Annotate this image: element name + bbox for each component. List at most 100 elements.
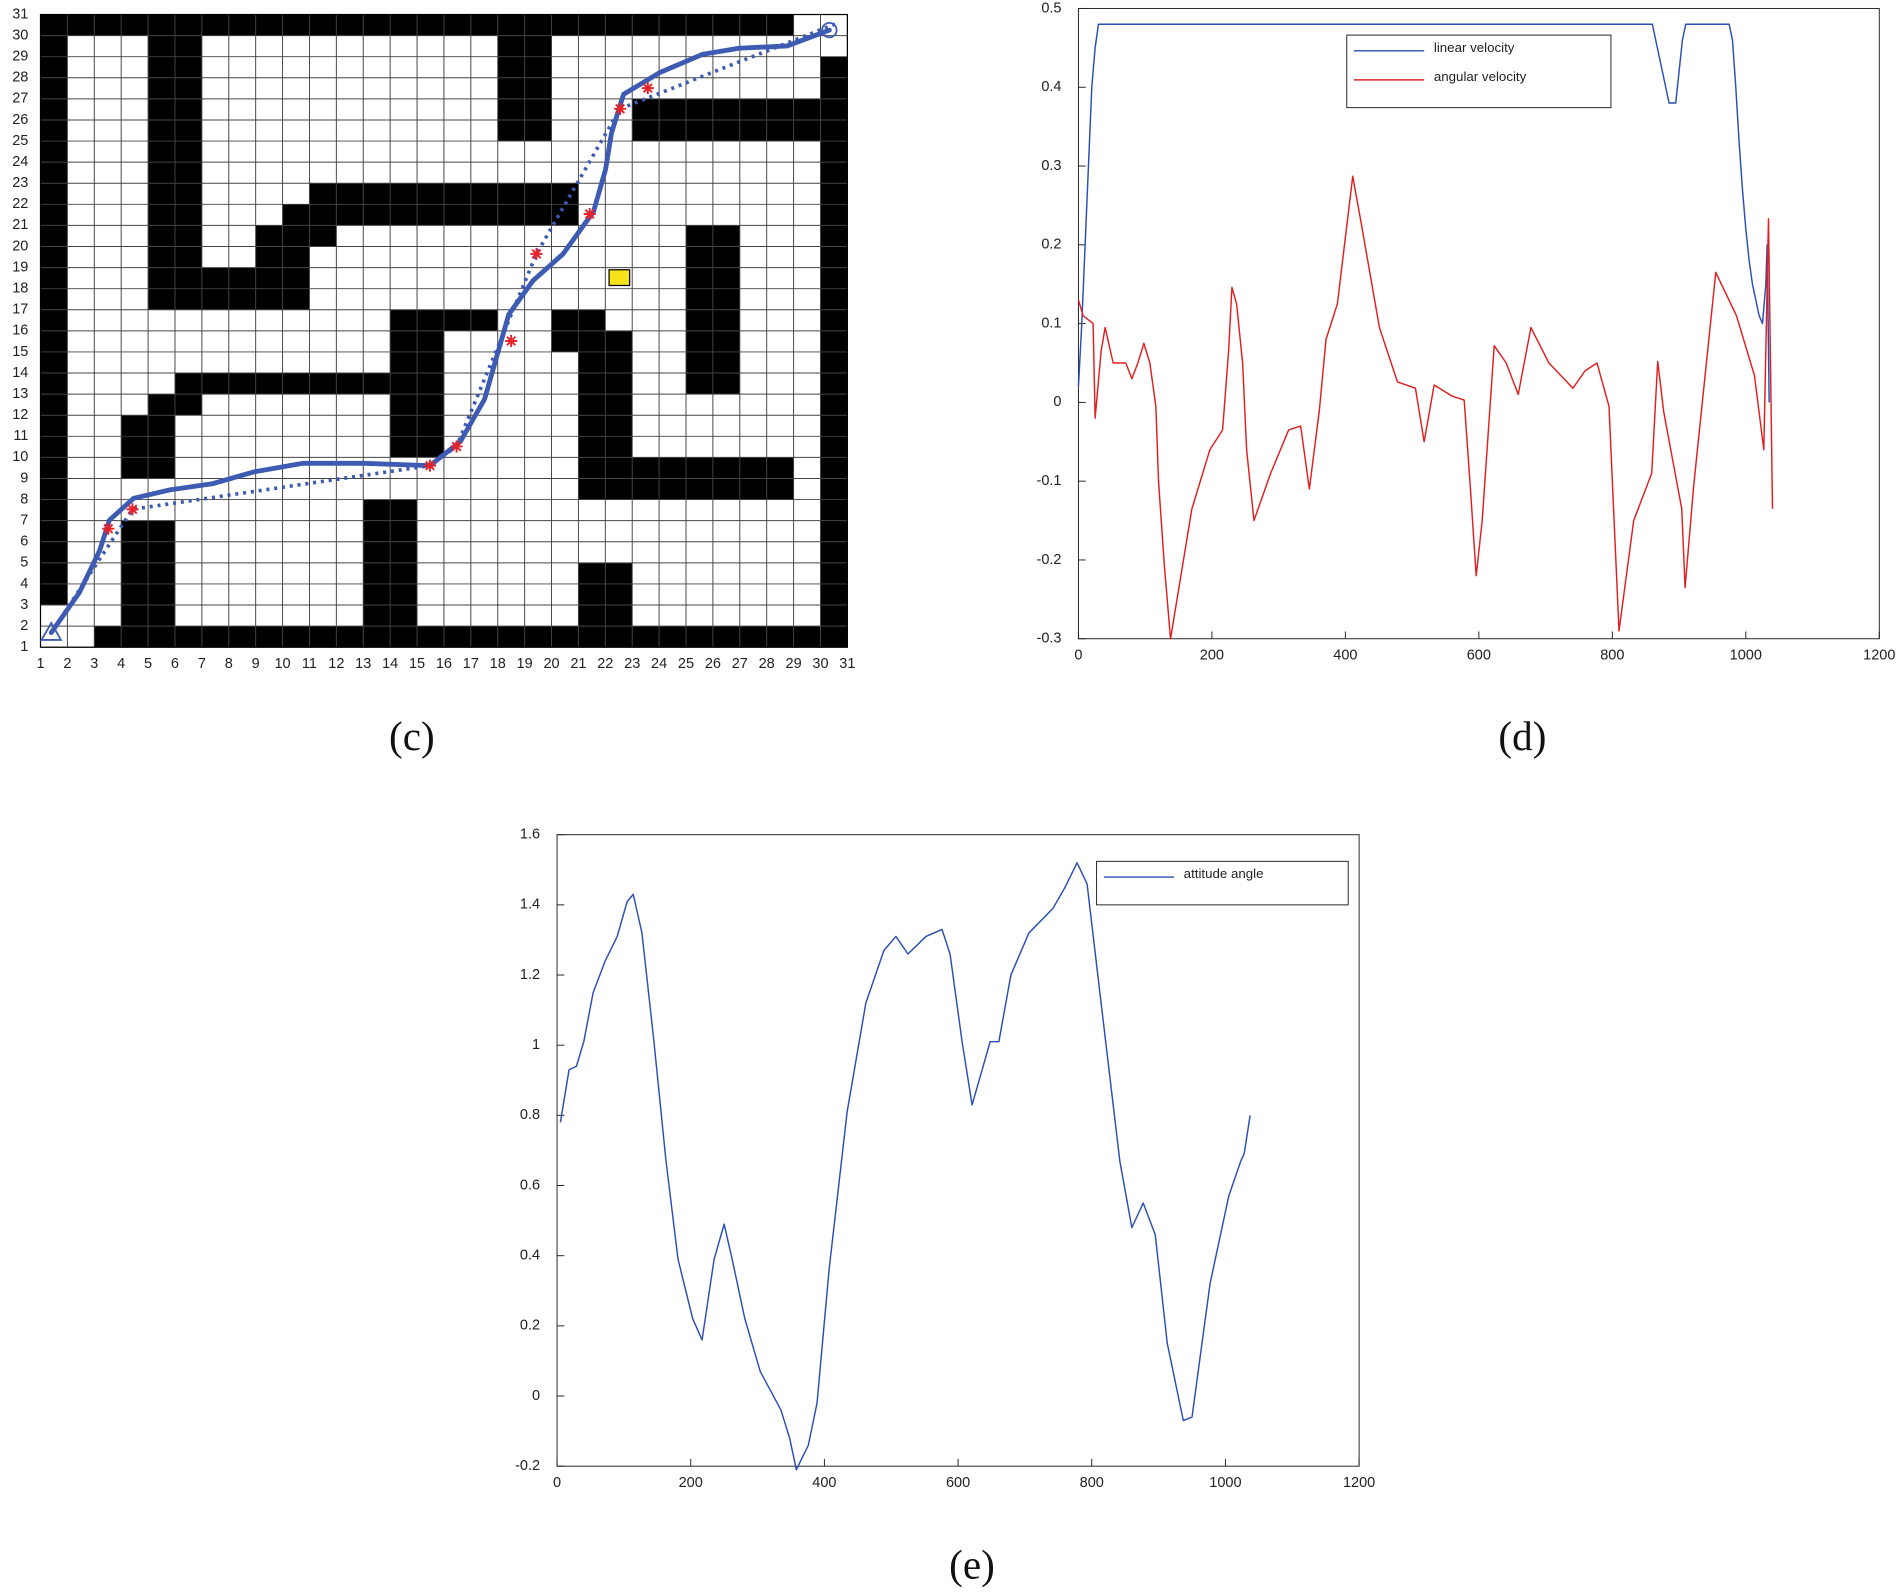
x-tick-label: 10	[274, 656, 290, 672]
x-tick-label: 17	[463, 656, 479, 672]
x-tick-label: 600	[1467, 647, 1491, 663]
obstacle	[40, 35, 68, 606]
y-tick-label: -0.2	[1037, 552, 1062, 568]
y-tick-label: 0.6	[520, 1177, 540, 1193]
x-tick-label: 22	[597, 656, 613, 672]
x-tick-label: 4	[117, 656, 125, 672]
y-tick-label: 0.2	[520, 1318, 540, 1334]
y-tick-label: 0	[1053, 394, 1061, 410]
x-tick-label: 7	[198, 656, 206, 672]
waypoint	[530, 247, 543, 260]
x-tick-label: 200	[1200, 647, 1224, 663]
waypoint	[102, 522, 115, 535]
x-tick-label: 13	[355, 656, 371, 672]
x-tick-label: 400	[1333, 647, 1357, 663]
x-tick-label: 25	[678, 656, 694, 672]
y-tick-label: 16	[12, 323, 28, 339]
x-tick-label: 24	[651, 656, 667, 672]
panel-0: 1 2 3 4 5 6 7 8 9 10 11 12 13 14 15 16 17 18 19 20 21 22 23 24 2…	[12, 6, 855, 759]
y-tick-label: 29	[12, 49, 28, 65]
y-tick-label: 3	[20, 597, 28, 613]
obstacle	[94, 626, 821, 648]
legend-label: attitude angle	[1184, 866, 1264, 881]
y-tick-label: 5	[20, 555, 28, 571]
y-tick-label: -0.1	[1037, 473, 1062, 489]
x-tick-label: 23	[624, 656, 640, 672]
y-tick-label: 0.5	[1041, 0, 1061, 16]
x-tick-label: 21	[570, 656, 586, 672]
x-tick-label: 28	[759, 656, 775, 672]
x-tick-label: 800	[1080, 1475, 1104, 1491]
y-tick-label: 0.4	[520, 1248, 540, 1264]
goal-marker	[821, 21, 838, 39]
waypoint	[614, 102, 627, 115]
series-line	[1077, 175, 1774, 640]
x-tick-label: 6	[171, 656, 179, 672]
x-tick-label: 200	[679, 1475, 703, 1491]
series-line	[559, 862, 1251, 1471]
target-marker	[608, 269, 631, 287]
x-tick-label: 30	[812, 656, 828, 672]
y-tick-label: 15	[12, 344, 28, 360]
y-tick-label: 0.8	[520, 1107, 540, 1123]
y-tick-label: 1.2	[520, 967, 540, 983]
legend-label: linear velocity	[1434, 40, 1515, 55]
x-tick-label: 31	[839, 656, 855, 672]
smoothed-path	[48, 27, 832, 636]
y-tick-label: 13	[12, 386, 28, 402]
y-tick-label: -0.2	[515, 1458, 540, 1474]
x-tick-label: 16	[436, 656, 452, 672]
y-tick-label: 0.4	[1041, 79, 1061, 95]
x-tick-label: 29	[786, 656, 802, 672]
y-tick-label: 11	[13, 428, 28, 444]
y-tick-label: 0.3	[1041, 158, 1061, 174]
x-tick-label: 1000	[1730, 647, 1762, 663]
y-tick-label: 1	[20, 639, 28, 655]
legend: attitude angle	[1096, 860, 1349, 906]
x-tick-label: 1	[36, 656, 44, 672]
y-tick-label: 26	[12, 112, 28, 128]
legend-label: angular velocity	[1434, 69, 1527, 84]
panel-2: 0 200 400 600 800 1000 1200 -0.2 0 0.2 0.4 0.6 0.8 1 1…	[515, 827, 1375, 1589]
x-tick-label: 26	[705, 656, 721, 672]
waypoint	[423, 459, 437, 472]
plot-area	[1077, 7, 1880, 640]
y-tick-label: 24	[12, 154, 28, 170]
y-tick-label: 25	[12, 133, 28, 149]
x-tick-label: 400	[812, 1475, 836, 1491]
y-tick-label: 1	[532, 1037, 540, 1053]
panel-caption: (c)	[389, 713, 435, 760]
start-marker	[40, 621, 63, 641]
y-tick-label: 21	[12, 217, 28, 233]
y-tick-label: 10	[12, 449, 28, 465]
x-tick-label: 27	[732, 656, 748, 672]
x-tick-label: 1000	[1209, 1475, 1241, 1491]
legend-box	[1096, 860, 1349, 906]
y-tick-label: 2	[20, 618, 28, 634]
x-tick-label: 2	[63, 656, 71, 672]
x-tick-label: 600	[946, 1475, 970, 1491]
x-tick-label: 11	[302, 656, 317, 672]
obstacle	[255, 225, 337, 247]
y-tick-label: 0.2	[1041, 237, 1061, 253]
x-tick-label: 0	[1074, 647, 1082, 663]
y-tick-label: 0	[532, 1388, 540, 1404]
y-tick-label: 12	[12, 407, 28, 423]
waypoint	[641, 82, 654, 95]
y-tick-label: 23	[12, 175, 28, 191]
y-tick-label: 30	[12, 27, 28, 43]
obstacle	[578, 309, 606, 331]
waypoint	[450, 440, 463, 453]
plot-border	[39, 13, 848, 648]
x-tick-label: 19	[517, 656, 533, 672]
y-tick-label: -0.3	[1037, 631, 1062, 647]
y-tick-label: 9	[20, 470, 28, 486]
y-tick-label: 27	[12, 91, 28, 107]
x-tick-label: 800	[1600, 647, 1624, 663]
series-line	[1077, 23, 1770, 403]
y-tick-label: 0.1	[1041, 315, 1061, 331]
y-tick-label: 7	[20, 512, 28, 528]
legend-box	[1346, 34, 1612, 109]
